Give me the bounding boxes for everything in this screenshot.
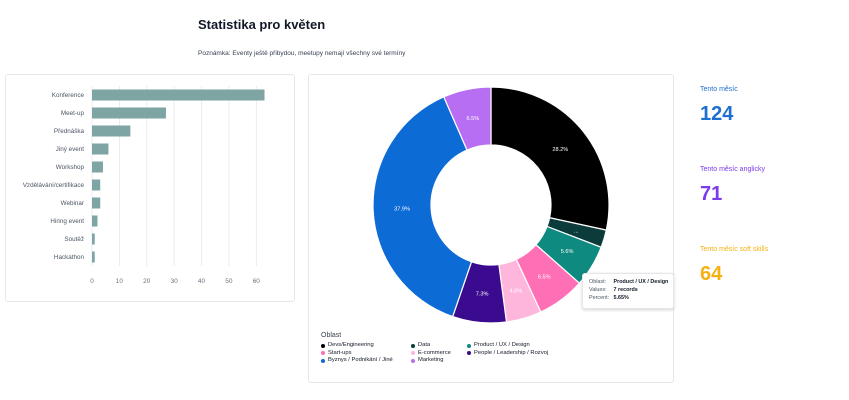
bar[interactable] [92, 233, 95, 245]
legend-dot-icon [467, 351, 471, 356]
y-tick-label: Konference [52, 92, 85, 99]
x-tick-label: 0 [90, 278, 94, 285]
legend-label: Start-ups [328, 349, 352, 356]
bar[interactable] [92, 161, 103, 173]
bar[interactable] [92, 215, 98, 227]
bar[interactable] [92, 197, 101, 209]
bar-chart: 0 10 20 30 40 50 60 Konference Meet-up Přednáška J… [23, 86, 265, 285]
donut-slice[interactable] [490, 86, 610, 231]
x-tick-label: 10 [116, 278, 124, 285]
kpi-value: 71 [700, 183, 723, 205]
bar[interactable] [92, 143, 109, 155]
donut-slice[interactable] [372, 96, 473, 318]
bar[interactable] [92, 179, 101, 191]
slice-label: 7.3% [476, 292, 489, 298]
legend-label: People / Leadership / Rozvoj [474, 349, 549, 356]
legend-item[interactable]: Data [411, 342, 463, 349]
y-tick-label: Hiring event [50, 218, 84, 225]
slice-label: 28.2% [552, 147, 568, 153]
legend-dot-icon [411, 343, 415, 348]
legend-label: Marketing [418, 357, 444, 364]
bar[interactable] [92, 251, 95, 263]
legend-item[interactable]: People / Leadership / Rozvoj [467, 350, 666, 357]
donut-chart: 28.2%... 5.6% 6.5% 4.8% 7.3% 37.9% 6.5% [372, 86, 610, 324]
bar[interactable] [92, 107, 166, 119]
legend-dot-icon [321, 351, 325, 356]
chart-legend: Oblast Devs/Engineering Data Product / UX … [321, 332, 666, 365]
legend-dot-icon [411, 351, 415, 356]
tooltip-percent: 5.65% [613, 295, 629, 301]
kpi-tento-mesic: Tento měsíc 124 [700, 86, 738, 126]
legend-item[interactable]: Product / UX / Design [467, 342, 666, 349]
donut-chart-card: 28.2%... 5.6% 6.5% 4.8% 7.3% 37.9% 6.5% Oblast… [308, 74, 674, 383]
legend-item[interactable]: Start-ups [321, 350, 407, 357]
y-tick-label: Workshop [56, 164, 85, 171]
kpi-tento-mesic-soft-skills: Tento měsíc soft skills 64 [700, 246, 768, 286]
legend-label: Devs/Engineering [328, 342, 374, 348]
y-tick-label: Hackathon [54, 254, 85, 261]
x-tick-label: 60 [253, 278, 261, 285]
kpi-tento-mesic-anglicky: Tento měsíc anglicky 71 [700, 166, 765, 206]
legend-dot-icon [411, 359, 415, 363]
legend-grid: Devs/Engineering Data Product / UX / Desig… [321, 342, 666, 365]
y-tick-label: Webinar [61, 200, 84, 207]
legend-title: Oblast [321, 332, 342, 339]
x-tick-label: 20 [143, 278, 151, 285]
tooltip-oblast-row: Oblast: Product / UX / Design [589, 278, 669, 286]
legend-label: Byznys / Podnikání / Jiné [328, 357, 393, 364]
kpi-label: Tento měsíc [700, 86, 738, 93]
legend-item[interactable]: Devs/Engineering [321, 342, 407, 349]
bar-chart-card: 0 10 20 30 40 50 60 Konference Meet-up Přednáška J… [5, 74, 295, 302]
page-title: Statistika pro květen [198, 17, 326, 32]
slice-label: 6.5% [538, 274, 551, 280]
slice-label: 4.8% [510, 288, 523, 294]
bar[interactable] [92, 89, 265, 101]
y-tick-label: Soutěž [64, 236, 84, 243]
y-tick-label: Jiný event [56, 146, 85, 153]
x-tick-label: 30 [171, 278, 179, 285]
tooltip-key-oblast: Oblast: [589, 279, 607, 285]
slice-label: 6.5% [466, 116, 479, 122]
chart-tooltip: Oblast: Product / UX / Design Values: 7 … [582, 273, 674, 309]
y-tick-label: Meet-up [61, 110, 85, 117]
legend-item[interactable]: Marketing [411, 357, 463, 364]
tooltip-values-row: Values: 7 records [589, 286, 667, 294]
legend-dot-icon [321, 359, 325, 363]
kpi-value: 124 [700, 103, 734, 125]
bar[interactable] [92, 125, 131, 137]
kpi-value: 64 [700, 263, 723, 285]
legend-item[interactable]: Byznys / Podnikání / Jiné [321, 357, 407, 364]
tooltip-key-percent: Percent: [589, 295, 610, 301]
y-tick-label: Přednáška [54, 128, 85, 135]
kpi-label: Tento měsíc soft skills [700, 246, 769, 253]
legend-dot-icon [321, 343, 325, 348]
legend-item[interactable]: E-commerce [411, 350, 463, 357]
slice-label: ... [574, 228, 579, 234]
tooltip-oblast: Product / UX / Design [613, 279, 669, 285]
donut-slice[interactable] [443, 86, 492, 151]
slice-label: 5.6% [561, 249, 574, 255]
legend-dot-icon [467, 343, 471, 348]
tooltip-key-values: Values: [589, 287, 607, 293]
slice-label: 37.9% [394, 207, 410, 213]
x-tick-label: 40 [198, 278, 206, 285]
y-tick-label: Vzdělávání/certifikace [23, 182, 85, 189]
legend-label: Product / UX / Design [474, 342, 530, 348]
page-note: Poznámka: Eventy ještě přibydou, meetupy… [198, 50, 406, 57]
kpi-label: Tento měsíc anglicky [700, 166, 765, 173]
tooltip-percent-row: Percent: 5.65% [589, 294, 667, 302]
legend-label: E-commerce [418, 349, 451, 356]
legend-label: Data [418, 342, 431, 348]
x-tick-label: 50 [225, 278, 233, 285]
tooltip-values: 7 records [613, 287, 638, 293]
